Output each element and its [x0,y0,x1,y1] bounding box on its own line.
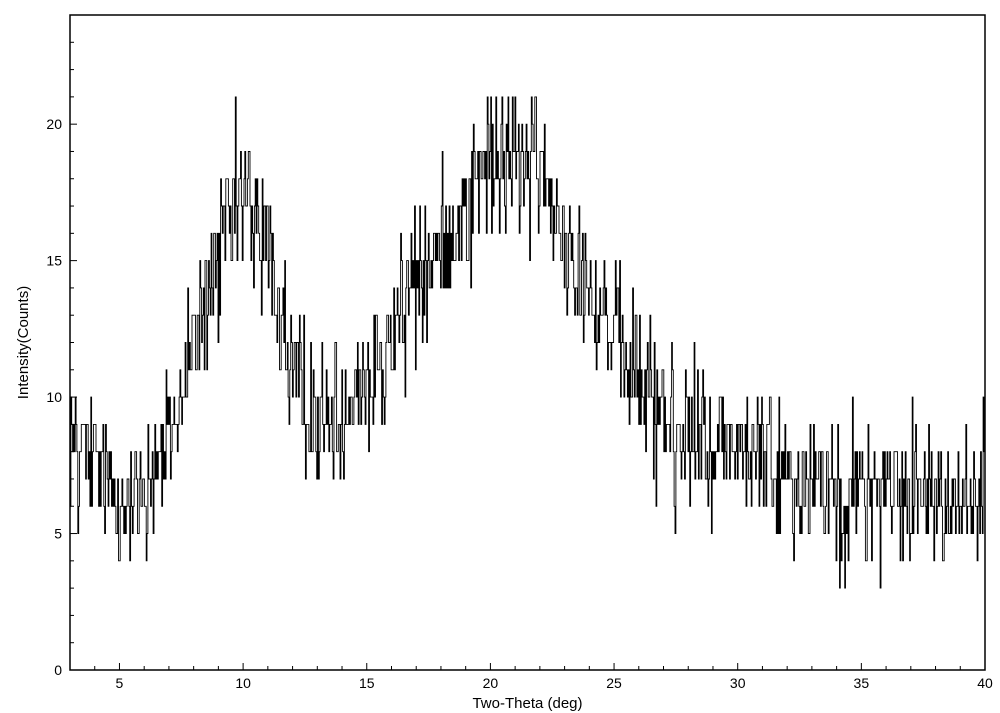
svg-text:0: 0 [54,662,62,678]
svg-text:10: 10 [46,389,62,405]
svg-text:10: 10 [235,675,251,691]
svg-text:5: 5 [116,675,124,691]
xrd-chart: 5 10 15 20 25 30 35 40 0 5 10 15 20 Two-Theta (deg) In… [0,0,1000,713]
svg-text:5: 5 [54,526,62,542]
svg-text:15: 15 [46,253,62,269]
svg-text:Two-Theta (deg): Two-Theta (deg) [472,695,582,712]
svg-text:35: 35 [854,675,870,691]
svg-text:20: 20 [46,116,62,132]
svg-text:30: 30 [730,675,746,691]
svg-text:15: 15 [359,675,375,691]
svg-text:25: 25 [606,675,622,691]
svg-text:Intensity(Counts): Intensity(Counts) [15,286,32,399]
chart-svg: 5 10 15 20 25 30 35 40 0 5 10 15 20 Two-Theta (deg) In… [0,0,1000,713]
svg-text:40: 40 [977,675,993,691]
svg-text:20: 20 [483,675,499,691]
